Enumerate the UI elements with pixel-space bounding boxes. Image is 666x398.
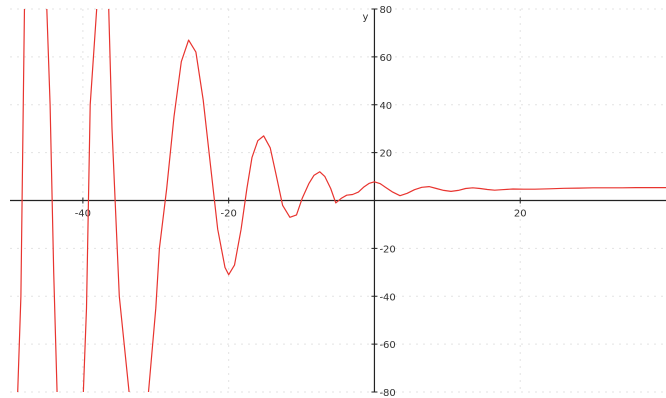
y-tick-label: -20 [379,244,395,255]
y-tick-label: -60 [379,340,395,351]
series-line [17,9,666,392]
x-tick-label: -40 [75,209,91,220]
x-tick-label: -20 [220,209,236,220]
y-tick-label: -80 [379,388,395,398]
y-tick-label: 60 [379,53,392,64]
y-axis-label: y [362,12,368,23]
series-group [17,9,666,392]
grid [10,8,666,393]
y-tick-label: 40 [379,101,392,112]
x-tick-label: 20 [514,209,527,220]
y-tick-label: -40 [379,292,395,303]
y-tick-label: 20 [379,149,392,160]
ticks: -40 -20 20 -80 -60 -40 -20 20 40 60 80 [75,5,527,398]
y-tick-label: 80 [379,5,392,16]
